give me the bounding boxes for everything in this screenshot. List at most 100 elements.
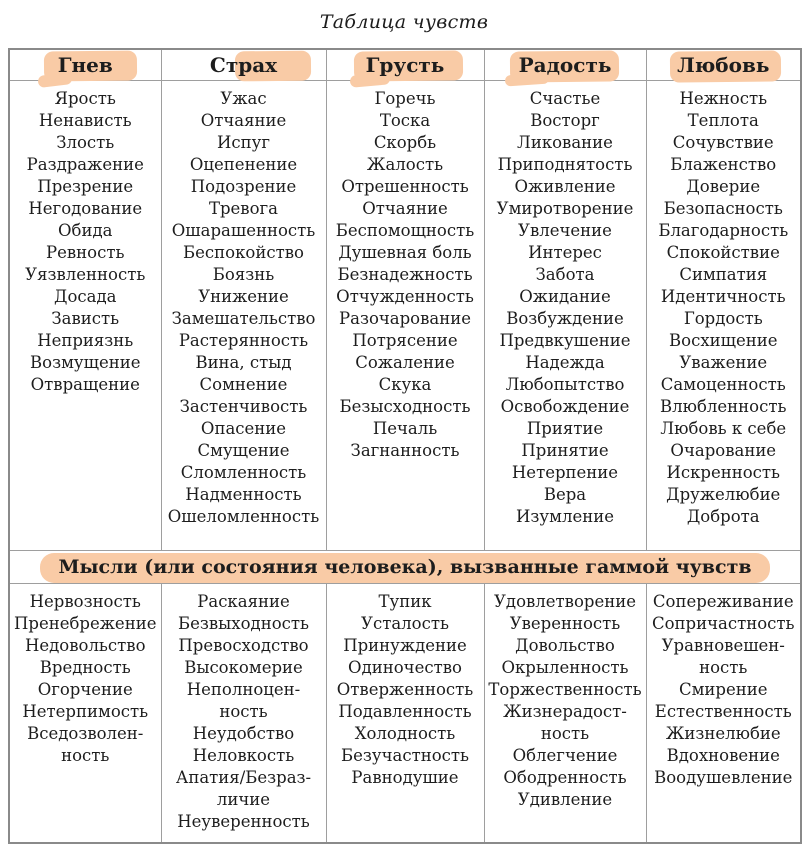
list-item: Теплота [687,110,759,130]
list-item: Смущение [197,440,290,460]
list-item: Сопереживание [652,591,794,611]
column-header-love: Любовь [645,48,802,81]
list-item: Тревога [208,198,279,218]
list-item: Вина, стыд [195,352,292,372]
list-item: Раздражение [26,154,144,174]
list-item: Огорчение [37,679,133,699]
list-item: Замешательство [171,308,316,328]
highlight-mark: Радость [518,52,612,77]
list-item: Боязнь [212,264,275,284]
list-item: Идентичность [660,286,786,306]
list-item: Надменность [185,484,302,504]
list-item: Душевная боль [338,242,472,262]
list-item: Ожидание [519,286,611,306]
list-item: Испуг [217,132,270,152]
thoughts-list-anger: Нервозность Пренебрежение Недовольство Вред… [12,591,159,767]
highlight-mark: Мысли (или состояния человека), вызванны… [58,555,752,578]
list-item: Загнанность [350,440,460,460]
list-item: Уверенность [509,613,621,633]
list-item: Забота [535,264,595,284]
feelings-table: Гнев Страх Грусть Радость Любовь Ярость Н… [8,48,802,844]
list-item: Негодование [28,198,143,218]
list-item: Ужас [220,88,267,108]
list-item: Одиночество [348,657,462,677]
list-item: Гордость [683,308,763,328]
list-item: Сочувствие [672,132,774,152]
list-item: Искренность [666,462,781,482]
list-item: Счастье [529,88,601,108]
list-item: Отчужденность [336,286,474,306]
list-item: Доверие [686,176,761,196]
list-item: Неловкость [192,745,295,765]
list-item: Жалость [366,154,444,174]
list-item: Доброта [686,506,760,526]
list-item: Ненависть [38,110,132,130]
thoughts-list-sadness: Тупик Усталость Принуждение Одиночество Отве… [329,591,482,789]
list-item: Беспокойство [183,242,304,262]
list-item: Тоска [379,110,431,130]
list-item: Восхищение [669,330,778,350]
list-item: Приятие [526,418,604,438]
list-item: Оцепенение [189,154,298,174]
list-item: Безучастность [341,745,469,765]
list-item: Смирение [678,679,768,699]
list-item: Сожаление [355,352,455,372]
feelings-list-sadness: Горечь Тоска Скорбь Жалость Отрешенность Отча… [329,88,482,462]
list-item: Холодность [354,723,456,743]
list-item: Увлечение [518,220,612,240]
thoughts-cell-anger: Нервозность Пренебрежение Недовольство Вред… [8,582,162,844]
list-item: Пренебрежение [14,613,157,633]
list-item: Умиротворение [496,198,634,218]
thoughts-row: Нервозность Пренебрежение Недовольство Вред… [8,582,802,844]
list-item: Воодушевление [654,767,793,787]
section-header-row: Мысли (или состояния человека), вызванны… [8,549,802,584]
list-item: Тупик [378,591,432,611]
list-item: Презрение [37,176,134,196]
list-item: Блаженство [670,154,777,174]
list-item: Неуверенность [177,811,310,831]
column-header-fear: Страх [160,48,327,81]
list-item: Подавленность [338,701,472,721]
list-item: Вдохновение [666,745,780,765]
list-item: Окрыленность [501,657,629,677]
list-item: Уважение [679,352,768,372]
list-item: Торжественность [488,679,642,699]
column-header-sadness: Грусть [325,48,485,81]
feelings-list-fear: Ужас Отчаяние Испуг Оцепенение Подозрение Тре… [164,88,324,528]
list-item: Довольство [515,635,615,655]
list-item: Жизнерадост- ность [503,701,627,743]
list-item: Разочарование [339,308,471,328]
list-item: Скорбь [373,132,437,152]
list-item: Унижение [198,286,289,306]
list-item: Подозрение [190,176,297,196]
header-row: Гнев Страх Грусть Радость Любовь [8,48,802,81]
list-item: Сопричастность [651,613,795,633]
feelings-cell-joy: Счастье Восторг Ликование Приподнятость Ожив… [483,79,647,551]
list-item: Нетерпение [511,462,619,482]
list-item: Неудобство [192,723,295,743]
list-item: Безвыходность [178,613,309,633]
thoughts-cell-joy: Удовлетворение Уверенность Довольство Окрыл… [483,582,647,844]
list-item: Надежда [525,352,605,372]
list-item: Нетерпимость [22,701,149,721]
list-item: Печаль [372,418,438,438]
column-header-joy: Радость [483,48,647,81]
thoughts-list-fear: Раскаяние Безвыходность Превосходство Высок… [164,591,324,833]
list-item: Зависть [51,308,120,328]
highlight-mark: Гнев [57,52,113,77]
list-item: Изумление [516,506,614,526]
thoughts-list-joy: Удовлетворение Уверенность Довольство Окрыл… [487,591,644,811]
feelings-cell-fear: Ужас Отчаяние Испуг Оцепенение Подозрение Тре… [160,79,327,551]
list-item: Отрешенность [341,176,469,196]
list-item: Естественность [654,701,792,721]
list-item: Вера [543,484,587,504]
list-item: Любовь к себе [660,418,787,438]
thoughts-cell-love: Сопереживание Сопричастность Уравновешен- … [645,582,802,844]
feelings-cell-anger: Ярость Ненависть Злость Раздражение Презрени… [8,79,162,551]
list-item: Любопытство [505,374,625,394]
list-item: Дружелюбие [666,484,781,504]
page-title: Таблица чувств [319,11,489,33]
feelings-list-love: Нежность Теплота Сочувствие Блаженство Довер… [649,88,799,528]
list-item: Вседозволен- ность [27,723,144,765]
feelings-list-anger: Ярость Ненависть Злость Раздражение Презрени… [12,88,159,396]
